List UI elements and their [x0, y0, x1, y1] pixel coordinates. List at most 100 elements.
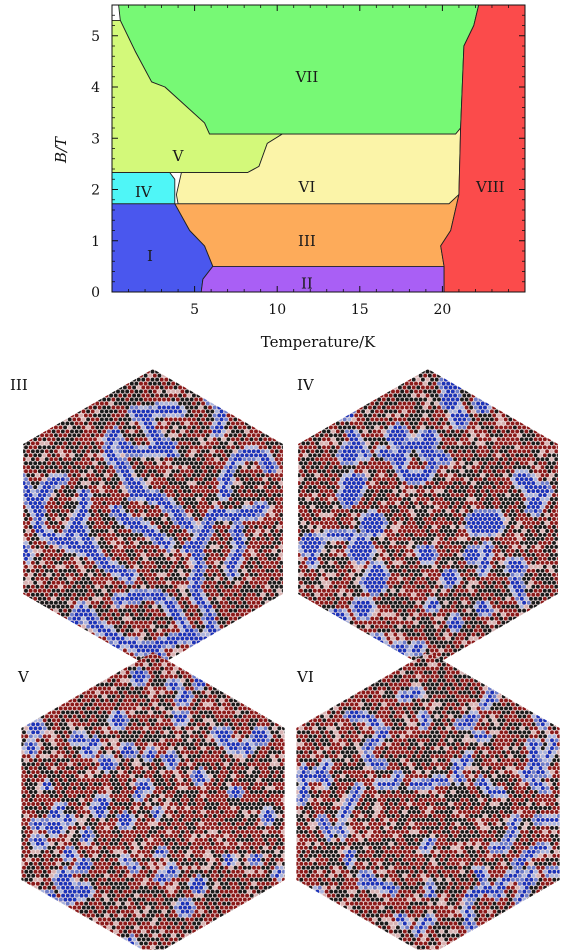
spin-site	[74, 628, 79, 633]
spin-site	[244, 596, 249, 601]
spin-site	[72, 600, 77, 605]
spin-site	[129, 397, 134, 402]
spin-site	[44, 616, 49, 621]
spin-site	[168, 568, 173, 573]
spin-site	[102, 612, 107, 617]
spin-site	[231, 509, 235, 513]
spin-site	[260, 632, 265, 637]
spin-site	[164, 624, 169, 629]
spin-site	[260, 640, 265, 645]
spin-site	[49, 433, 54, 438]
spin-site	[249, 461, 254, 466]
spin-site	[247, 568, 252, 573]
spin-site	[0, 529, 3, 533]
spin-site	[102, 517, 107, 521]
spin-site	[58, 536, 63, 541]
spin-site	[88, 509, 93, 513]
spin-site	[286, 573, 290, 577]
spin-site	[76, 369, 81, 374]
spin-site	[47, 501, 51, 506]
spin-site	[173, 505, 178, 509]
spin-site	[198, 461, 203, 466]
spin-site	[210, 457, 215, 462]
spin-site	[44, 560, 49, 565]
spin-site	[196, 632, 201, 637]
spin-site	[120, 628, 125, 633]
spin-site	[118, 505, 123, 509]
spin-site	[228, 576, 233, 581]
spin-site	[93, 445, 97, 450]
spin-site	[203, 644, 208, 649]
spin-site	[205, 385, 210, 390]
spin-site	[265, 369, 270, 374]
spin-site	[249, 509, 254, 513]
spin-site	[76, 592, 81, 597]
spin-site	[155, 568, 160, 573]
spin-site	[81, 441, 86, 446]
spin-site	[113, 385, 118, 390]
spin-site	[205, 568, 210, 573]
spin-site	[171, 501, 176, 506]
spin-site	[141, 552, 146, 557]
spin-site	[63, 552, 68, 557]
spin-site	[145, 473, 150, 478]
spin-site	[99, 608, 104, 613]
spin-site	[182, 465, 187, 470]
spin-site	[247, 409, 252, 414]
spin-site	[258, 397, 263, 402]
spin-site	[240, 413, 245, 418]
spin-site	[182, 544, 187, 549]
spin-site	[79, 469, 84, 474]
spin-site	[267, 644, 272, 649]
spin-site	[58, 560, 63, 565]
spin-site	[97, 540, 102, 545]
spin-site	[106, 397, 111, 402]
spin-site	[277, 469, 281, 474]
spin-site	[254, 373, 258, 378]
spin-site	[106, 588, 111, 593]
spin-site	[185, 369, 189, 370]
spin-site	[116, 548, 120, 553]
spin-site	[24, 604, 28, 609]
spin-site	[159, 632, 164, 637]
spin-site	[26, 457, 31, 462]
spin-site	[100, 362, 104, 366]
spin-site	[196, 481, 201, 486]
spin-site	[274, 544, 279, 549]
spin-site	[44, 529, 49, 533]
spin-site	[24, 413, 28, 418]
spin-site	[97, 469, 102, 474]
region-label-viii: VIII	[475, 178, 505, 196]
spin-site	[13, 585, 17, 589]
spin-site	[171, 373, 176, 378]
spin-site	[281, 556, 283, 561]
spin-site	[88, 373, 93, 378]
spin-site	[67, 393, 72, 398]
spin-site	[30, 401, 35, 406]
spin-site	[30, 505, 35, 509]
spin-site	[189, 373, 194, 378]
spin-site	[214, 425, 219, 430]
spin-site	[256, 568, 261, 573]
spin-site	[30, 441, 35, 446]
spin-site	[79, 461, 84, 466]
spin-site	[23, 477, 24, 482]
spin-site	[111, 636, 116, 641]
spin-site	[221, 564, 226, 569]
spin-site	[249, 369, 254, 370]
spin-site	[109, 385, 114, 390]
spin-site	[120, 596, 125, 601]
spin-site	[86, 560, 91, 565]
spin-site	[237, 576, 242, 581]
spin-site	[106, 636, 111, 641]
spin-site	[129, 405, 134, 410]
spin-site	[235, 604, 240, 609]
spin-site	[191, 425, 196, 430]
spin-site	[221, 369, 226, 370]
spin-site	[139, 413, 143, 418]
spin-site	[86, 449, 91, 454]
spin-site	[95, 385, 100, 390]
spin-site	[217, 413, 222, 418]
spin-site	[159, 369, 164, 374]
spin-site	[157, 373, 162, 378]
